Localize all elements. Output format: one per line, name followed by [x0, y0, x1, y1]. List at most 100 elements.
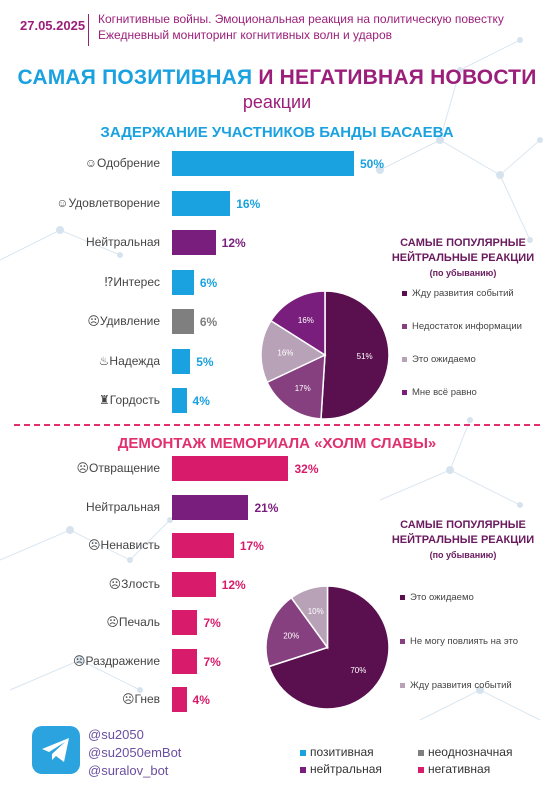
pie-legend-label: Это ожидаемо [410, 592, 474, 603]
bar [172, 687, 187, 712]
bar-label: ☺Одобрение [84, 156, 160, 170]
pie-legend-swatch [402, 290, 407, 296]
pie-legend-item: Жду развития событий [400, 680, 540, 692]
bar-label: ☹Гнев [121, 692, 160, 706]
bar-label: Нейтральная [86, 235, 160, 249]
pie-slice [320, 290, 390, 420]
pie-legend-item: Не могу повлиять на это [400, 636, 540, 648]
main-title-text: САМАЯ ПОЗИТИВНАЯ И НЕГАТИВНАЯ НОВОСТИ [17, 66, 536, 89]
bar [172, 648, 198, 674]
pie-legend-swatch [402, 323, 407, 329]
pie-slice [260, 319, 327, 384]
bar [172, 309, 194, 334]
bar-value-label: 5% [196, 354, 214, 369]
pie-chart-2: 70% 20% 10% [265, 585, 390, 710]
bar-label: ☹Раздражение [73, 653, 160, 668]
bar-value-label: 12% [221, 236, 246, 250]
section-1-title: ЗАДЕРЖАНИЕ УЧАСТНИКОВ БАНДЫ БАСАЕВА [100, 124, 454, 141]
bar [172, 494, 249, 520]
pie-value-label: 17% [295, 384, 311, 393]
bar [172, 610, 198, 635]
main-title-positive: САМАЯ ПОЗИТИВНАЯ [17, 66, 253, 89]
bar-label: ♨Надежда [98, 353, 160, 368]
bar-value-label: 17% [239, 539, 264, 553]
bar-value-label: 16% [236, 196, 261, 211]
social-handle-1[interactable]: @su2050 [88, 727, 144, 742]
pie-legend-item: Жду развития событий [402, 288, 542, 300]
bar-label: ☹Отвращение [76, 461, 160, 475]
pie-legend-label: Мне всё равно [412, 387, 477, 398]
header-divider [88, 14, 89, 46]
main-title-negative: И НЕГАТИВНАЯ НОВОСТИ [252, 66, 537, 89]
legend-positive-swatch [300, 749, 306, 756]
telegram-icon[interactable] [32, 726, 80, 774]
legend-negative-swatch [418, 766, 424, 773]
pie-1-title: САМЫЕ ПОПУЛЯРНЫЕ НЕЙТРАЛЬНЫЕ РЕАКЦИИ [391, 237, 535, 264]
bar-value-label: 32% [294, 462, 319, 476]
social-handle-3[interactable]: @suralov_bot [88, 763, 169, 778]
legend-negative: негативная [418, 762, 490, 776]
bar [172, 230, 216, 255]
legend-ambiguous-swatch [418, 749, 424, 756]
bar [172, 348, 191, 374]
bar [172, 151, 354, 176]
pie-value-label: 16% [298, 316, 314, 325]
pie-legend-swatch [400, 638, 405, 644]
pie-value-label: 70% [350, 666, 366, 675]
bar-label: ☹Ненависть [88, 538, 160, 552]
legend-neutral: нейтральная [300, 762, 382, 776]
pie-legend-item: Это ожидаемо [400, 592, 540, 604]
bar-label: ♜Гордость [99, 393, 160, 407]
social-handle-2[interactable]: @su2050emBot [88, 745, 182, 760]
bar-label: ⁉Интерес [104, 274, 160, 289]
pie-chart-1: 51% 17% 16% 16% [260, 290, 390, 420]
pie-slice [290, 585, 329, 650]
bar-value-label: 12% [221, 577, 246, 592]
bar-label: ☹Злость [108, 576, 160, 591]
pie-legend-swatch [402, 389, 407, 395]
bar-value-label: 7% [203, 654, 221, 669]
pie-legend-label: Жду развития событий [412, 288, 514, 299]
pie-2-subtitle: (по убыванию) [429, 550, 497, 560]
pie-legend-swatch [402, 356, 407, 362]
bar-value-label: 6% [199, 315, 218, 329]
legend-positive-label: позитивная [310, 745, 374, 759]
bar [172, 190, 231, 216]
legend-neutral-label: нейтральная [310, 762, 382, 776]
bar [172, 533, 234, 558]
pie-slice [266, 353, 326, 420]
pie-value-label: 16% [277, 349, 293, 358]
bar-value-label: 6% [199, 275, 218, 290]
pie-legend-label: Не могу повлиять на это [410, 636, 518, 647]
pie-slice [269, 290, 326, 357]
pie-slice [265, 596, 329, 668]
section-divider [14, 424, 540, 426]
pie-legend-label: Недостаток информации [412, 321, 522, 332]
bar [172, 571, 216, 597]
bar-label: ☺Удовлетворение [56, 195, 160, 210]
legend-negative-label: негативная [428, 762, 491, 776]
section-2-title: ДЕМОНТАЖ МЕМОРИАЛА «ХОЛМ СЛАВЫ» [117, 435, 437, 452]
bar-value-label: 50% [360, 157, 385, 171]
pie-value-label: 20% [283, 632, 299, 641]
header-line-1: Когнитивные войны. Эмоциональная реакция… [98, 12, 504, 26]
bar-value-label: 4% [192, 394, 210, 408]
header-line-2: Ежедневный мониторинг когнитивных волн и… [98, 28, 392, 42]
report-date: 27.05.2025 [20, 18, 86, 33]
legend-ambiguous: неоднозначная [418, 745, 512, 759]
pie-slice [268, 585, 390, 710]
pie-legend-item: Это ожидаемо [402, 354, 542, 366]
bar-value-label: 7% [203, 616, 221, 630]
bar-label: ☹Печаль [106, 615, 160, 629]
pie-legend-label: Жду развития событий [410, 680, 512, 691]
pie-legend-swatch [400, 682, 405, 688]
pie-legend-item: Мне всё равно [402, 387, 542, 399]
bar [172, 456, 289, 481]
bar-value-label: 21% [254, 500, 279, 515]
legend-neutral-swatch [300, 766, 306, 773]
main-title: САМАЯ ПОЗИТИВНАЯ И НЕГАТИВНАЯ НОВОСТИ [0, 66, 554, 90]
pie-1-subtitle: (по убыванию) [429, 268, 497, 278]
main-subtitle: реакции [242, 92, 312, 112]
pie-2-title: САМЫЕ ПОПУЛЯРНЫЕ НЕЙТРАЛЬНЫЕ РЕАКЦИИ [391, 519, 535, 546]
